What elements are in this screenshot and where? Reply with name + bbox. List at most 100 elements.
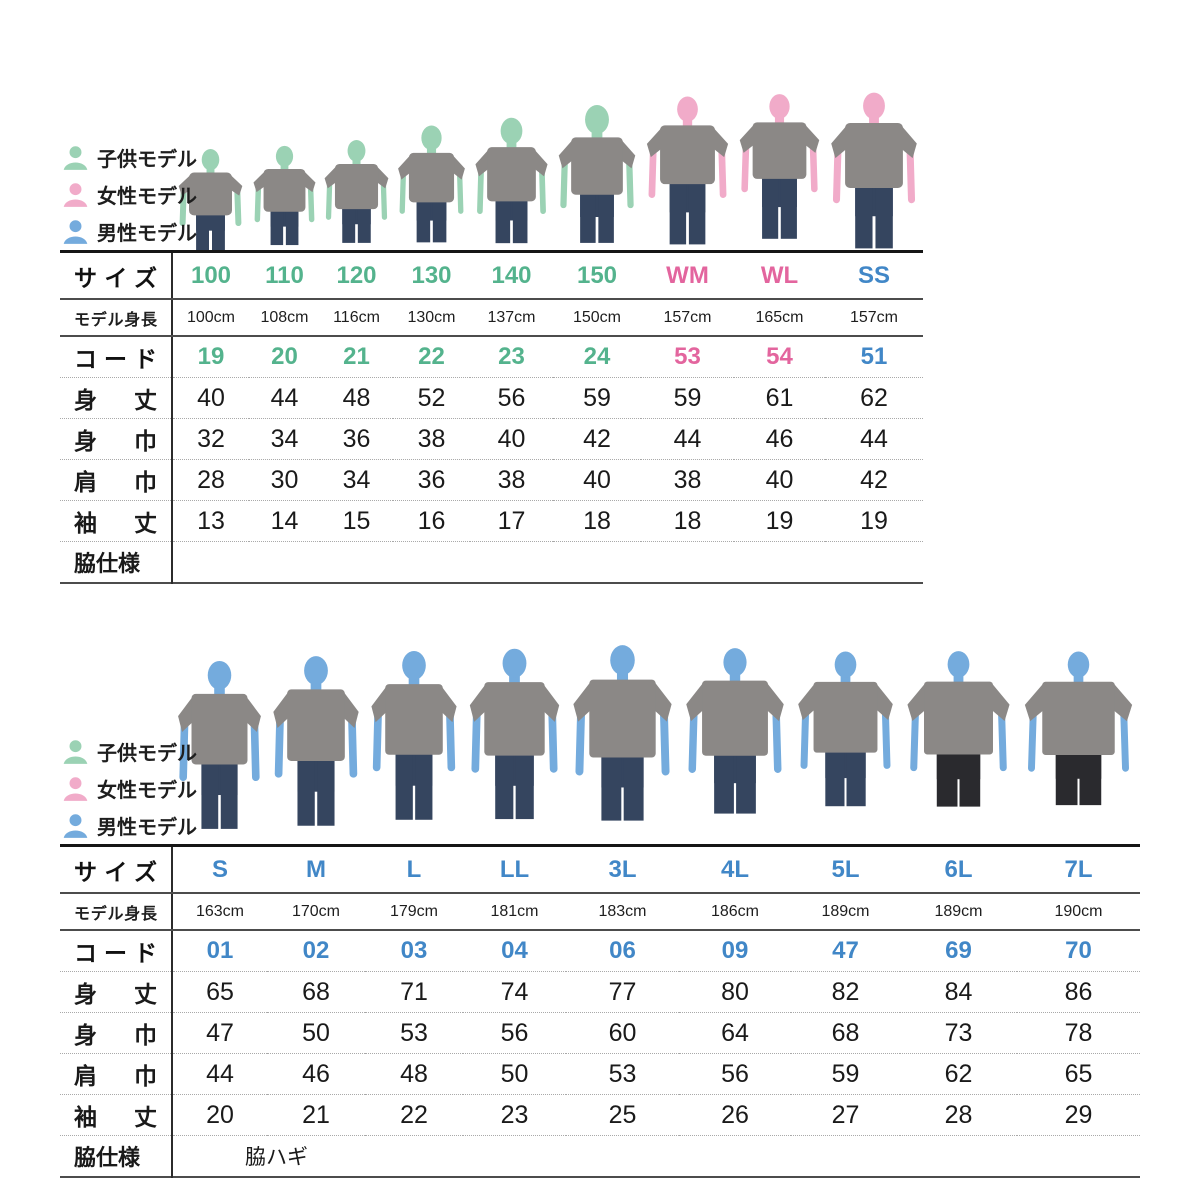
shoulder_width-value-150: 40 xyxy=(553,459,641,501)
sleeve_length-value-S: 20 xyxy=(172,1094,267,1136)
model_height-value-4L: 186cm xyxy=(679,893,791,931)
row-label-model_height: モデル身長 xyxy=(60,893,173,931)
shoulder_width-value-6L: 62 xyxy=(900,1053,1017,1095)
legend-item-women: 女性モデル xyxy=(62,774,197,803)
sleeve_length-value-LL: 23 xyxy=(463,1094,566,1136)
model-silhouette-L xyxy=(365,626,463,844)
legend-item-men: 男性モデル xyxy=(62,811,197,840)
body_width-value-110: 34 xyxy=(249,418,320,460)
body_width-value-LL: 56 xyxy=(463,1012,566,1054)
shoulder_width-value-130: 36 xyxy=(393,459,470,501)
code-value-100: 19 xyxy=(172,336,249,378)
model_height-value-130: 130cm xyxy=(393,299,470,337)
body_width-value-M: 50 xyxy=(267,1012,365,1054)
sleeve_length-value-5L: 27 xyxy=(791,1094,900,1136)
legend-label: 女性モデル xyxy=(97,186,197,208)
row-sleeve_length: 袖丈 13 14 15 16 17 18 18 19 19 xyxy=(60,500,923,542)
model_height-value-WM: 157cm xyxy=(641,299,734,337)
row-label-side_spec: 脇仕様 xyxy=(60,541,173,583)
row-shoulder_width: 肩巾 28 30 34 36 38 40 38 40 42 xyxy=(60,459,923,501)
row-label-text: モデル身長 xyxy=(74,905,157,923)
model-silhouette-6L xyxy=(900,613,1017,844)
body_length-value-3L: 77 xyxy=(566,971,679,1013)
code-value-LL: 04 xyxy=(463,930,566,972)
model_height-value-3L: 183cm xyxy=(566,893,679,931)
sleeve_length-value-M: 21 xyxy=(267,1094,365,1136)
code-value-6L: 69 xyxy=(900,930,1017,972)
body_width-value-WM: 44 xyxy=(641,418,734,460)
body_width-value-S: 47 xyxy=(172,1012,267,1054)
body_length-value-M: 68 xyxy=(267,971,365,1013)
row-size: サイズ 100 110 120 130 140 150 WM WL SS xyxy=(60,251,923,300)
code-value-150: 24 xyxy=(553,336,641,378)
row-label-text: 身巾 xyxy=(74,1022,157,1048)
sleeve_length-value-WM: 18 xyxy=(641,500,734,542)
code-value-WM: 53 xyxy=(641,336,734,378)
model_height-value-6L: 189cm xyxy=(900,893,1017,931)
row-label-text: 肩巾 xyxy=(74,1063,157,1089)
model-silhouette-150 xyxy=(553,97,641,250)
body_length-value-WM: 59 xyxy=(641,377,734,419)
size-value-7L: 7L xyxy=(1017,845,1140,894)
model_height-value-120: 116cm xyxy=(320,299,393,337)
shoulder_width-value-4L: 56 xyxy=(679,1053,791,1095)
body_width-value-150: 42 xyxy=(553,418,641,460)
shoulder_width-value-5L: 59 xyxy=(791,1053,900,1095)
body_length-value-110: 44 xyxy=(249,377,320,419)
model_height-value-100: 100cm xyxy=(172,299,249,337)
row-body_width: 身巾 32 34 36 38 40 42 44 46 44 xyxy=(60,418,923,460)
model_height-value-M: 170cm xyxy=(267,893,365,931)
model_height-value-5L: 189cm xyxy=(791,893,900,931)
row-label-model_height: モデル身長 xyxy=(60,299,173,337)
row-side_spec: 脇仕様 xyxy=(60,541,923,583)
row-label-size: サイズ xyxy=(60,251,173,300)
code-value-130: 22 xyxy=(393,336,470,378)
model_height-value-WL: 165cm xyxy=(734,299,825,337)
sleeve_length-value-SS: 19 xyxy=(825,500,923,542)
code-value-3L: 06 xyxy=(566,930,679,972)
code-value-7L: 70 xyxy=(1017,930,1140,972)
code-value-M: 02 xyxy=(267,930,365,972)
row-model_height: モデル身長 163cm 170cm 179cm 181cm 183cm 186cm 189cm… xyxy=(60,893,1140,931)
body_width-value-SS: 44 xyxy=(825,418,923,460)
model_height-value-SS: 157cm xyxy=(825,299,923,337)
row-label-sleeve_length: 袖丈 xyxy=(60,1094,173,1136)
row-body_length: 身丈 40 44 48 52 56 59 59 61 62 xyxy=(60,377,923,419)
row-label-sleeve_length: 袖丈 xyxy=(60,500,173,542)
body_length-value-7L: 86 xyxy=(1017,971,1140,1013)
model-silhouette-110 xyxy=(249,140,320,250)
row-label-side_spec: 脇仕様 xyxy=(60,1135,173,1177)
row-label-text: 身巾 xyxy=(74,428,157,454)
model_height-value-L: 179cm xyxy=(365,893,463,931)
size-value-WM: WM xyxy=(641,251,734,300)
legend-label: 子供モデル xyxy=(97,149,197,171)
size-value-130: 130 xyxy=(393,251,470,300)
body_width-value-120: 36 xyxy=(320,418,393,460)
row-label-text: 身丈 xyxy=(74,981,157,1007)
size-value-L: L xyxy=(365,845,463,894)
code-value-SS: 51 xyxy=(825,336,923,378)
model-legend: 子供モデル 女性モデル 男性モデル xyxy=(62,737,197,840)
model-silhouette-5L xyxy=(791,613,900,844)
row-model_height: モデル身長 100cm 108cm 116cm 130cm 137cm 150cm 157cm… xyxy=(60,299,923,337)
size-value-M: M xyxy=(267,845,365,894)
model_height-value-110: 108cm xyxy=(249,299,320,337)
code-value-L: 03 xyxy=(365,930,463,972)
size-value-S: S xyxy=(172,845,267,894)
sleeve_length-value-6L: 28 xyxy=(900,1094,1017,1136)
legend-label: 男性モデル xyxy=(97,817,197,839)
kids-model-icon xyxy=(62,144,89,171)
row-shoulder_width: 肩巾 44 46 48 50 53 56 59 62 65 xyxy=(60,1053,1140,1095)
shoulder_width-value-L: 48 xyxy=(365,1053,463,1095)
body_length-value-100: 40 xyxy=(172,377,249,419)
model-legend: 子供モデル 女性モデル 男性モデル xyxy=(62,143,197,246)
model-silhouette-WL xyxy=(734,82,825,250)
model-silhouette-7L xyxy=(1017,612,1140,844)
code-value-120: 21 xyxy=(320,336,393,378)
women-model-icon xyxy=(62,775,89,802)
sleeve_length-value-130: 16 xyxy=(393,500,470,542)
sleeve_length-value-150: 18 xyxy=(553,500,641,542)
shoulder_width-value-3L: 53 xyxy=(566,1053,679,1095)
shoulder_width-value-WM: 38 xyxy=(641,459,734,501)
size-value-5L: 5L xyxy=(791,845,900,894)
